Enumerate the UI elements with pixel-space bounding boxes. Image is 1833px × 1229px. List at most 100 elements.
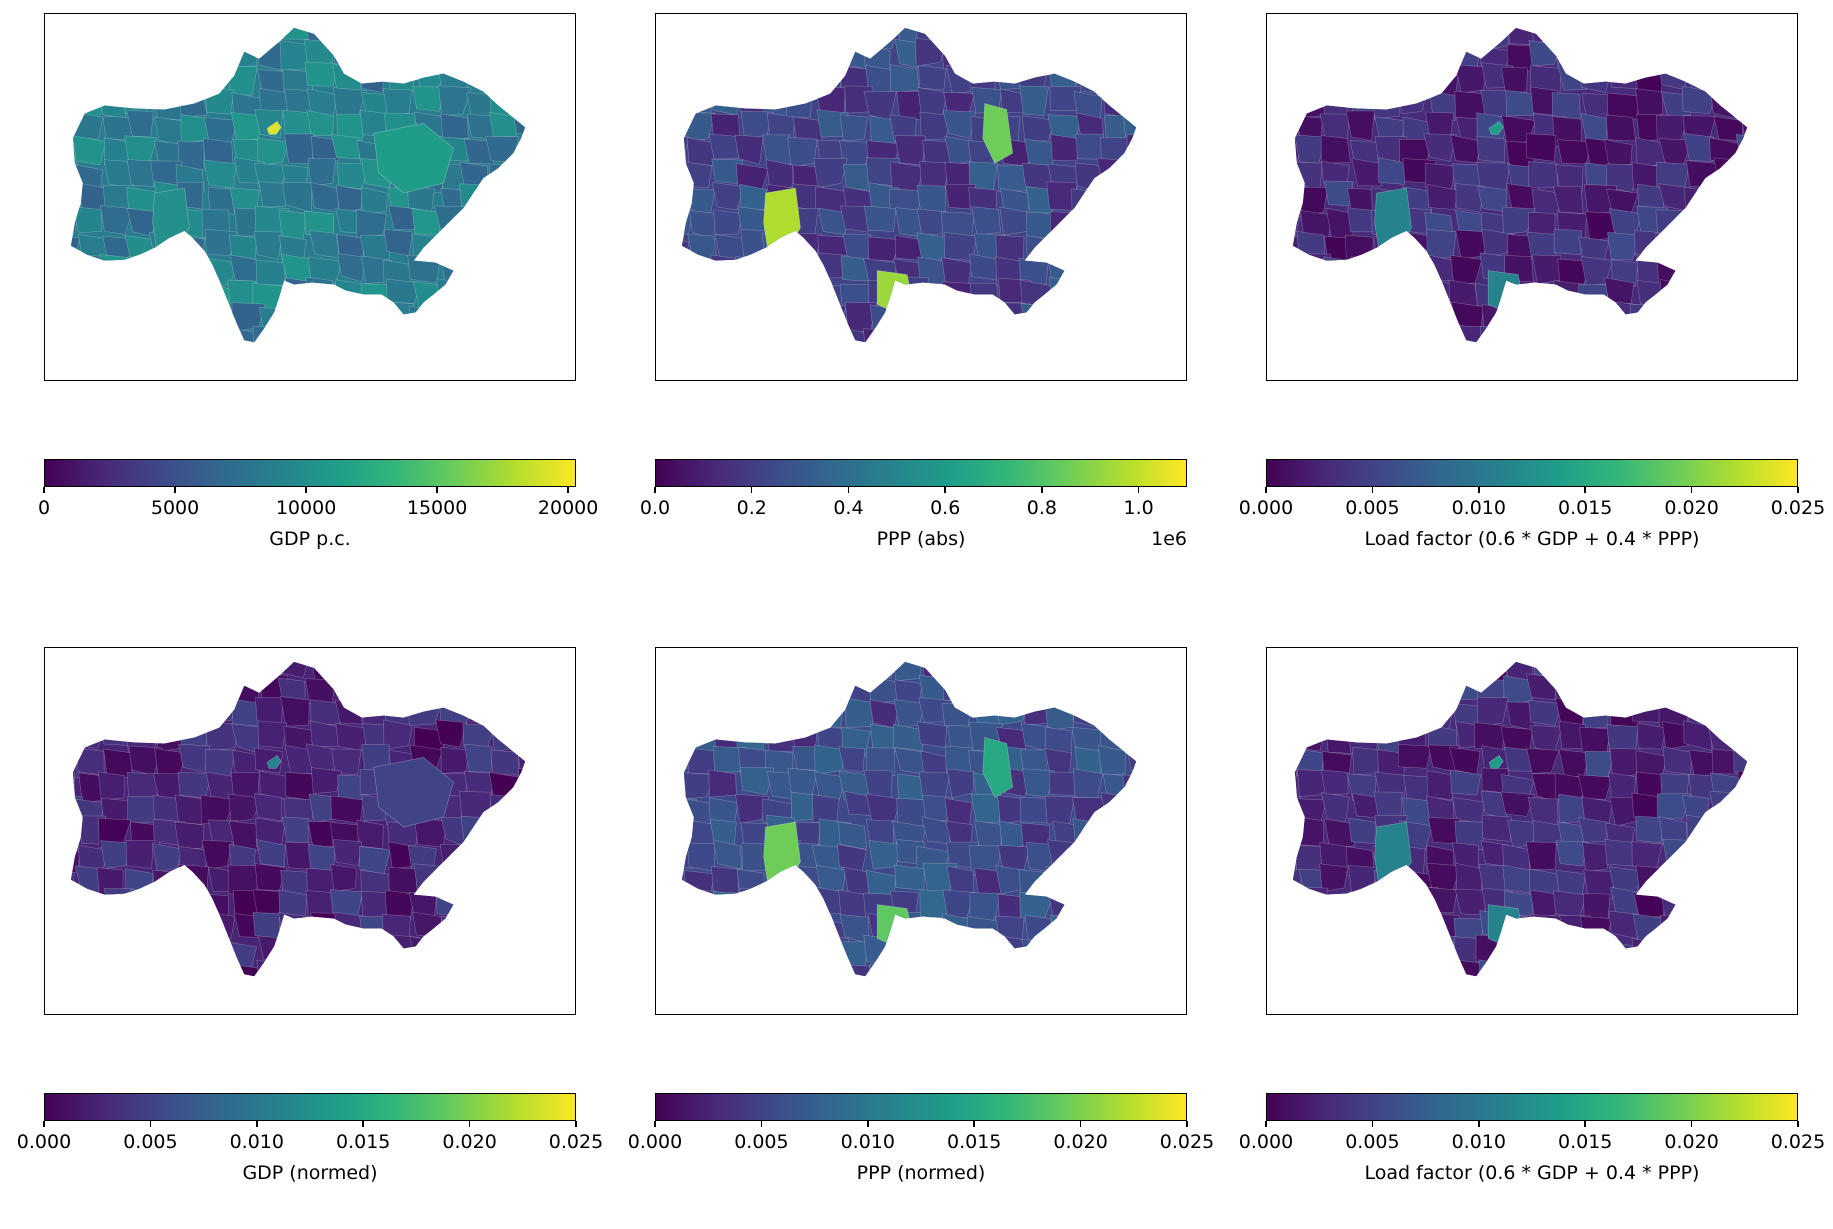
district-cell (1397, 655, 1429, 681)
district-cell (51, 39, 81, 67)
district-cell (486, 136, 519, 163)
district-cell (683, 162, 712, 188)
district-cell (564, 890, 575, 918)
district-cell (918, 87, 947, 116)
district-cell (333, 942, 363, 972)
tick-mark (43, 487, 45, 493)
district-cell (45, 771, 74, 798)
district-cell (518, 988, 550, 1014)
district-cell (1099, 986, 1131, 1014)
district-cell (1050, 212, 1081, 241)
district-cell (1766, 90, 1797, 119)
district-cell (1021, 303, 1052, 333)
district-cell (664, 68, 695, 95)
district-cell (1660, 324, 1692, 351)
district-cell (568, 745, 575, 773)
district-cell (441, 114, 468, 139)
map-regions (1267, 648, 1797, 1014)
district-cell (564, 304, 575, 334)
district-cell (1326, 64, 1358, 90)
district-cell (1711, 868, 1740, 895)
district-cell (993, 651, 1022, 681)
district-cell (542, 773, 575, 802)
tick-label: 0.025 (1771, 1131, 1825, 1153)
district-cell (100, 702, 133, 731)
district-cell (1129, 1011, 1157, 1014)
district-cell (1632, 939, 1665, 968)
district-cell (1179, 674, 1186, 701)
district-cell (129, 20, 159, 49)
district-cell (713, 65, 742, 95)
district-cell (766, 328, 797, 356)
district-cell (923, 373, 957, 380)
district-cell (942, 282, 972, 311)
district-cell (129, 649, 160, 676)
district-cell (205, 308, 233, 337)
district-cell (175, 795, 205, 824)
district-cell (1323, 257, 1357, 287)
district-cell (1767, 916, 1797, 945)
district-cell (1293, 64, 1321, 93)
district-cell (1022, 350, 1050, 377)
district-cell (259, 307, 292, 336)
district-cell (98, 355, 131, 380)
district-cell (1078, 1013, 1105, 1014)
district-cell (1020, 1009, 1049, 1014)
district-cell (179, 893, 211, 918)
district-cell (1714, 158, 1740, 184)
tick-label: 0.015 (1558, 1131, 1612, 1153)
district-cell (1150, 40, 1178, 67)
district-cell (814, 699, 843, 728)
district-cell (232, 988, 262, 1014)
district-cell (1630, 21, 1664, 49)
tick-label: 0.010 (230, 1131, 284, 1153)
district-cell (308, 326, 338, 355)
district-cell (1349, 818, 1376, 844)
district-cell (1688, 648, 1717, 675)
district-cell (1739, 304, 1768, 332)
district-cell (1689, 918, 1715, 947)
district-cell (1100, 376, 1128, 380)
district-cell (566, 253, 575, 281)
district-cell (1427, 328, 1459, 356)
district-cell (1345, 326, 1372, 353)
district-cell (1741, 721, 1769, 748)
district-cell (1272, 43, 1305, 72)
district-cell (973, 331, 1001, 360)
district-cell (384, 353, 412, 380)
district-cell (254, 794, 281, 822)
district-cell (487, 894, 518, 919)
district-cell (1791, 135, 1797, 163)
district-cell (1766, 281, 1797, 310)
district-cell (1026, 328, 1057, 352)
district-cell (1122, 41, 1151, 70)
district-cell (331, 796, 364, 824)
district-cell (1507, 938, 1536, 963)
district-cell (1267, 163, 1296, 190)
district-cell (181, 350, 209, 379)
district-cell (714, 210, 743, 235)
district-cell (1101, 63, 1130, 91)
district-cell (1129, 675, 1157, 704)
district-cell (1178, 989, 1186, 1014)
district-cell (332, 330, 358, 358)
district-cell (1478, 1007, 1509, 1014)
district-cell (1656, 372, 1686, 380)
district-cell (1128, 843, 1155, 870)
district-cell (687, 66, 718, 91)
region-south (1488, 905, 1524, 947)
district-cell (45, 984, 78, 1011)
district-cell (465, 231, 493, 257)
district-cell (1761, 356, 1790, 380)
district-cell (537, 726, 563, 752)
district-cell (685, 890, 716, 918)
district-cell (1372, 14, 1402, 42)
district-cell (663, 90, 694, 119)
district-cell (71, 278, 104, 305)
district-cell (1025, 915, 1051, 942)
district-cell (866, 794, 900, 822)
district-cell (1127, 135, 1160, 163)
district-cell (1403, 988, 1430, 1014)
district-cell (487, 279, 517, 307)
district-cell (895, 865, 925, 890)
